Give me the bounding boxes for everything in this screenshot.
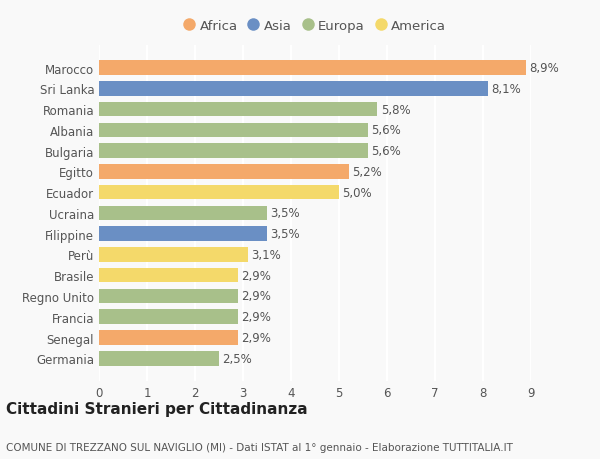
Text: 3,1%: 3,1%: [251, 248, 281, 261]
Text: 8,1%: 8,1%: [491, 83, 521, 95]
Bar: [99, 185, 339, 200]
Bar: [99, 310, 238, 325]
Text: 5,6%: 5,6%: [371, 124, 401, 137]
Text: 2,5%: 2,5%: [223, 352, 252, 365]
Text: 3,5%: 3,5%: [271, 207, 300, 220]
Legend: Africa, Asia, Europa, America: Africa, Asia, Europa, America: [181, 17, 449, 36]
Text: 2,9%: 2,9%: [242, 269, 271, 282]
Text: 5,0%: 5,0%: [343, 186, 372, 199]
Text: 5,8%: 5,8%: [381, 103, 410, 116]
Bar: [99, 227, 267, 241]
Text: 2,9%: 2,9%: [242, 331, 271, 344]
Bar: [99, 123, 368, 138]
Bar: [99, 144, 368, 158]
Text: 3,5%: 3,5%: [271, 228, 300, 241]
Bar: [99, 247, 248, 262]
Bar: [99, 289, 238, 303]
Bar: [99, 82, 488, 96]
Bar: [99, 61, 526, 76]
Bar: [99, 330, 238, 345]
Text: Cittadini Stranieri per Cittadinanza: Cittadini Stranieri per Cittadinanza: [6, 401, 308, 416]
Text: 5,2%: 5,2%: [352, 166, 382, 179]
Bar: [99, 165, 349, 179]
Text: 2,9%: 2,9%: [242, 290, 271, 303]
Text: 8,9%: 8,9%: [530, 62, 559, 75]
Bar: [99, 269, 238, 283]
Text: COMUNE DI TREZZANO SUL NAVIGLIO (MI) - Dati ISTAT al 1° gennaio - Elaborazione T: COMUNE DI TREZZANO SUL NAVIGLIO (MI) - D…: [6, 442, 513, 452]
Bar: [99, 206, 267, 221]
Bar: [99, 102, 377, 117]
Text: 5,6%: 5,6%: [371, 145, 401, 158]
Text: 2,9%: 2,9%: [242, 311, 271, 324]
Bar: [99, 351, 219, 366]
